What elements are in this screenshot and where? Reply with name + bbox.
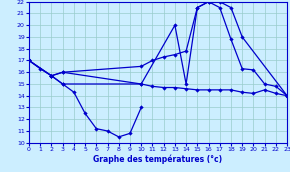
X-axis label: Graphe des températures (°c): Graphe des températures (°c): [93, 155, 223, 164]
